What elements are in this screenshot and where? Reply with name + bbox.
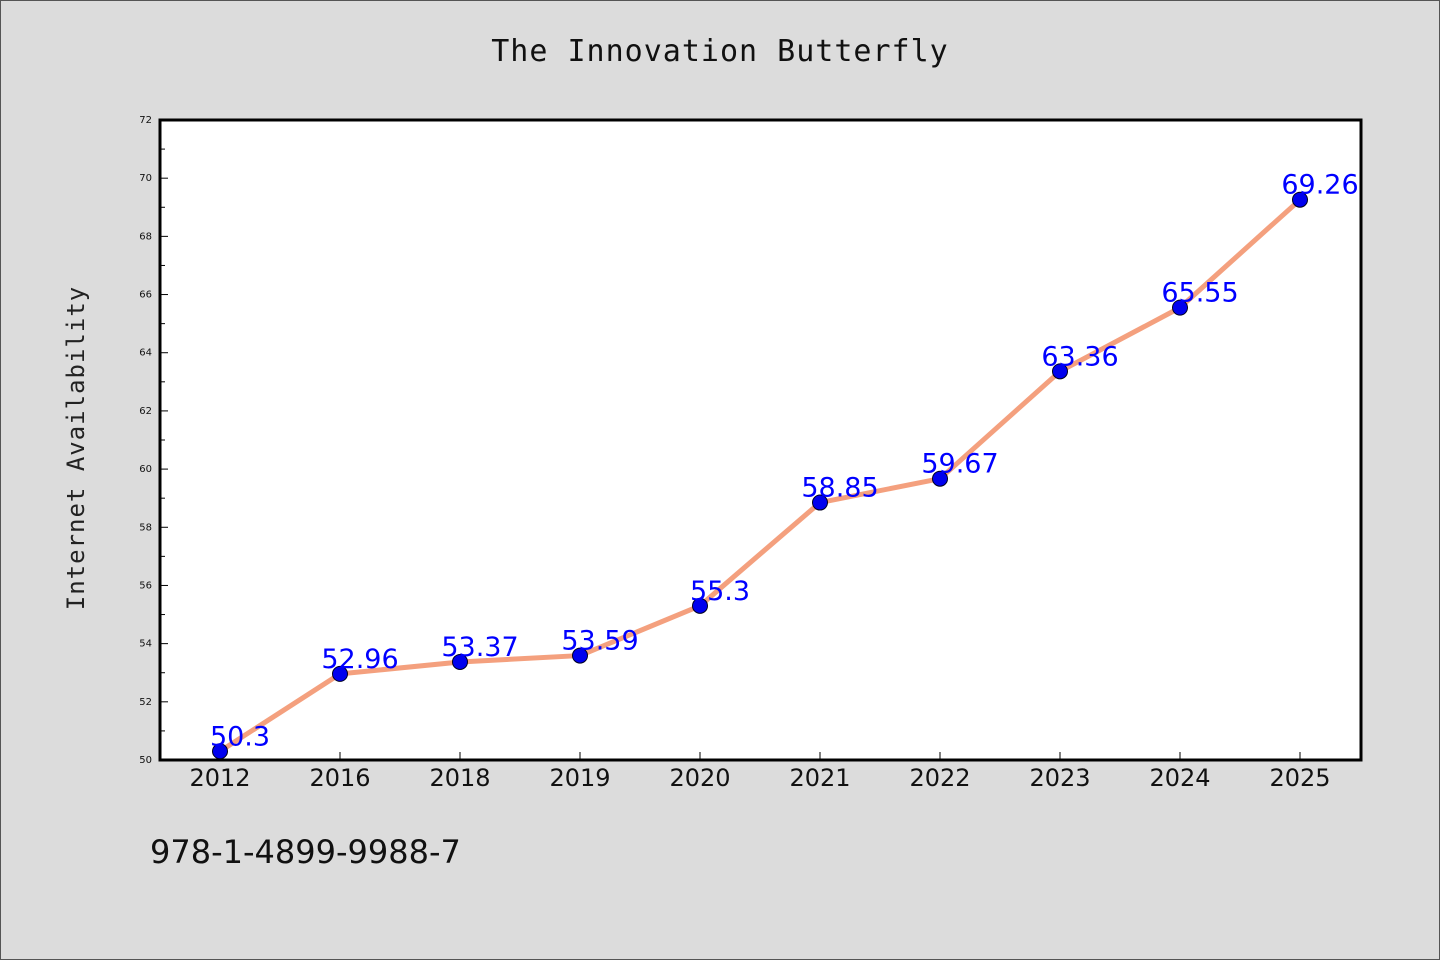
x-tick-label: 2016 [309, 764, 370, 792]
chart-title: The Innovation Butterfly [491, 34, 949, 69]
y-tick-label: 60 [139, 464, 152, 475]
x-tick-label: 2022 [909, 764, 970, 792]
data-point [452, 653, 468, 670]
data-point [692, 597, 708, 614]
y-tick-label: 68 [139, 231, 152, 242]
data-label: 65.55 [1161, 278, 1238, 309]
footer-code: 978-1-4899-9988-7 [150, 833, 461, 871]
y-tick-label: 62 [139, 406, 152, 417]
y-tick-label: 56 [139, 580, 152, 591]
plot-area [160, 120, 1361, 760]
x-tick-label: 2025 [1269, 764, 1330, 792]
data-label: 63.36 [1041, 341, 1118, 372]
data-label: 50.3 [210, 721, 270, 752]
y-tick-label: 54 [139, 639, 152, 650]
x-tick-label: 2021 [789, 764, 850, 792]
y-tick-label: 66 [139, 290, 152, 301]
data-label: 53.37 [441, 632, 518, 663]
y-tick-label: 58 [139, 522, 152, 533]
data-point [1292, 191, 1308, 208]
x-tick-label: 2018 [429, 764, 490, 792]
y-tick-label: 52 [139, 697, 152, 708]
data-point [932, 470, 948, 487]
data-point [1172, 299, 1188, 316]
y-tick-label: 72 [139, 115, 152, 126]
y-tick-label: 64 [139, 348, 152, 359]
data-label: 55.3 [690, 576, 750, 607]
y-tick-label: 70 [139, 173, 152, 184]
data-point [572, 647, 588, 664]
data-point [332, 665, 348, 682]
data-label: 58.85 [801, 473, 878, 504]
data-label: 69.26 [1281, 170, 1358, 201]
data-point [1052, 363, 1068, 380]
data-point [812, 494, 828, 511]
x-tick-label: 2019 [549, 764, 610, 792]
data-label: 52.96 [321, 644, 398, 675]
plot-border [158, 118, 1363, 762]
x-tick-label: 2023 [1029, 764, 1090, 792]
data-label: 53.59 [561, 626, 638, 657]
series-line [217, 197, 1303, 754]
x-tick-label: 2020 [669, 764, 730, 792]
data-label: 59.67 [921, 449, 998, 480]
x-tick-label: 2024 [1149, 764, 1210, 792]
data-point [212, 743, 228, 760]
y-tick-label: 50 [139, 755, 152, 766]
x-tick-label: 2012 [189, 764, 250, 792]
